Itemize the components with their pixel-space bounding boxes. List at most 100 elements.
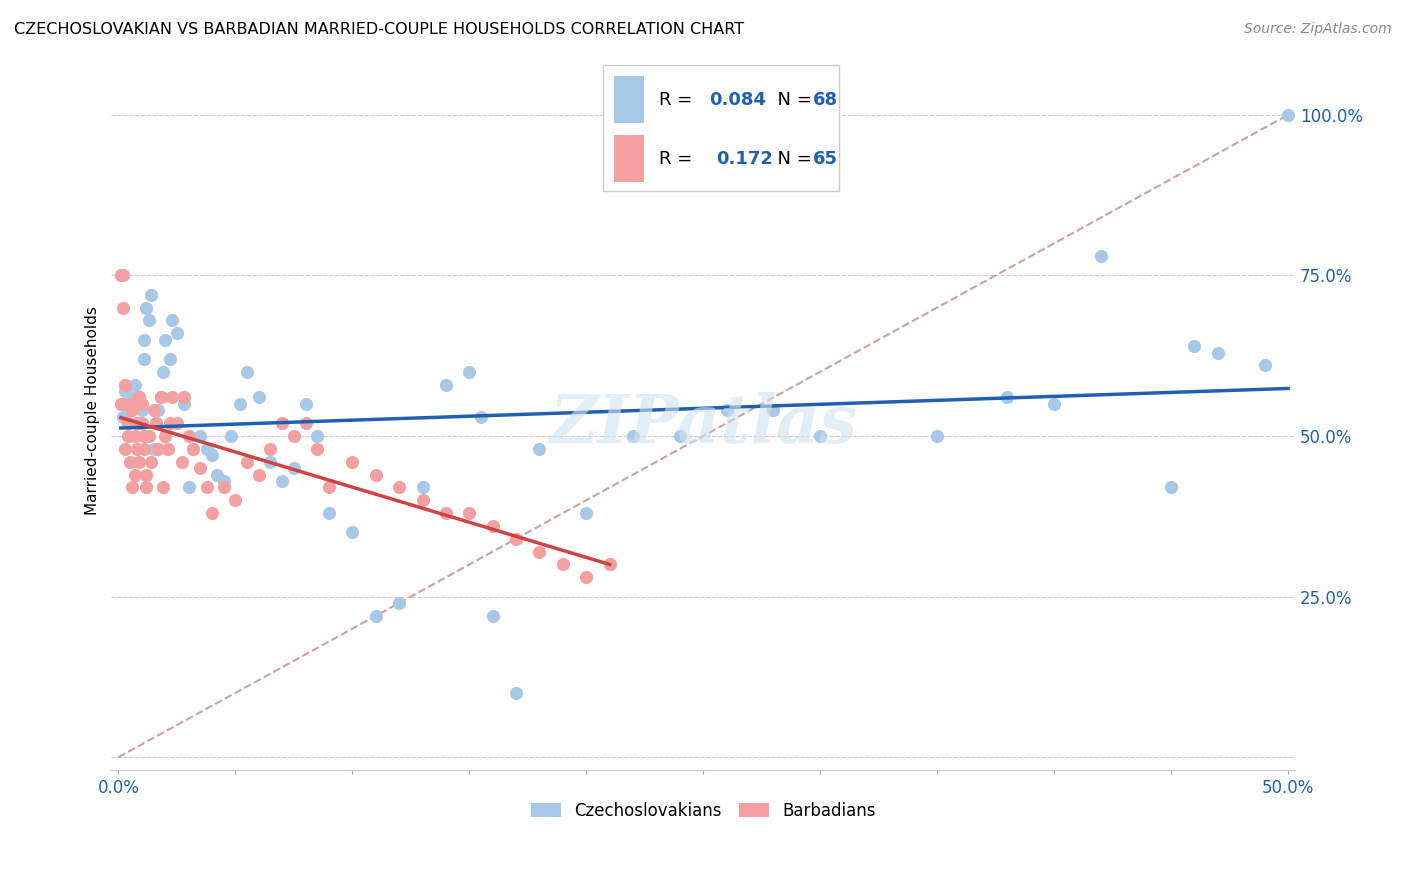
- Point: [201, 448, 224, 462]
- Text: 68: 68: [813, 91, 838, 109]
- Point: [170, 455, 193, 469]
- Point: [212, 480, 235, 494]
- Point: [134, 351, 156, 366]
- Text: CZECHOSLOVAKIAN VS BARBADIAN MARRIED-COUPLE HOUSEHOLDS CORRELATION CHART: CZECHOSLOVAKIAN VS BARBADIAN MARRIED-COU…: [14, 22, 744, 37]
- Point: [142, 403, 165, 417]
- Point: [128, 391, 150, 405]
- Point: [177, 429, 200, 443]
- Point: [529, 442, 551, 456]
- Point: [131, 397, 153, 411]
- Point: [529, 544, 551, 558]
- Point: [201, 506, 224, 520]
- Point: [120, 403, 142, 417]
- Point: [131, 416, 153, 430]
- Point: [114, 384, 136, 398]
- Point: [156, 442, 179, 456]
- Point: [135, 301, 157, 315]
- Point: [148, 442, 170, 456]
- Point: [166, 326, 188, 341]
- Point: [259, 455, 281, 469]
- Point: [112, 301, 135, 315]
- Point: [1277, 108, 1299, 122]
- Point: [112, 409, 135, 424]
- Point: [551, 558, 574, 572]
- Point: [762, 403, 785, 417]
- Point: [127, 416, 149, 430]
- Point: [470, 409, 492, 424]
- Text: ZIPatlas: ZIPatlas: [550, 392, 858, 458]
- Point: [160, 313, 183, 327]
- Point: [458, 506, 481, 520]
- Point: [307, 429, 329, 443]
- Point: [195, 442, 218, 456]
- Point: [205, 467, 228, 482]
- Point: [188, 461, 211, 475]
- Point: [283, 461, 305, 475]
- Point: [621, 429, 644, 443]
- Y-axis label: Married-couple Households: Married-couple Households: [86, 306, 100, 515]
- Point: [505, 532, 527, 546]
- Point: [134, 442, 156, 456]
- Point: [318, 480, 340, 494]
- Text: Source: ZipAtlas.com: Source: ZipAtlas.com: [1244, 22, 1392, 37]
- Point: [138, 313, 160, 327]
- Point: [121, 403, 143, 417]
- Point: [808, 429, 831, 443]
- Point: [434, 377, 457, 392]
- Point: [127, 442, 149, 456]
- Point: [120, 455, 142, 469]
- Point: [434, 506, 457, 520]
- Point: [599, 558, 621, 572]
- Text: R =: R =: [659, 150, 704, 168]
- Point: [134, 429, 156, 443]
- Point: [283, 429, 305, 443]
- Text: N =: N =: [766, 150, 817, 168]
- Point: [152, 365, 174, 379]
- Point: [505, 686, 527, 700]
- Point: [236, 365, 259, 379]
- Point: [135, 467, 157, 482]
- Point: [247, 467, 270, 482]
- Point: [181, 442, 204, 456]
- Point: [159, 351, 181, 366]
- Point: [318, 506, 340, 520]
- Point: [229, 397, 252, 411]
- Point: [1043, 397, 1066, 411]
- Point: [1253, 359, 1275, 373]
- Point: [128, 455, 150, 469]
- Point: [148, 403, 170, 417]
- Point: [142, 442, 165, 456]
- Point: [124, 429, 146, 443]
- Point: [364, 467, 387, 482]
- Point: [388, 596, 411, 610]
- Point: [247, 391, 270, 405]
- Point: [173, 391, 195, 405]
- Point: [135, 480, 157, 494]
- Point: [114, 377, 136, 392]
- Point: [1160, 480, 1182, 494]
- Point: [117, 416, 139, 430]
- Text: 65: 65: [813, 150, 838, 168]
- Text: 0.172: 0.172: [716, 150, 773, 168]
- Bar: [614, 136, 644, 182]
- Point: [141, 455, 163, 469]
- Point: [134, 333, 156, 347]
- Point: [145, 416, 167, 430]
- Point: [1206, 345, 1229, 359]
- Point: [481, 608, 503, 623]
- Point: [716, 403, 738, 417]
- Point: [149, 391, 172, 405]
- Point: [294, 397, 316, 411]
- Point: [117, 429, 139, 443]
- Point: [995, 391, 1018, 405]
- Point: [159, 416, 181, 430]
- Point: [110, 268, 132, 283]
- Point: [342, 455, 364, 469]
- Point: [160, 391, 183, 405]
- Point: [575, 506, 598, 520]
- Point: [117, 416, 139, 430]
- Point: [236, 455, 259, 469]
- Point: [112, 268, 135, 283]
- Point: [188, 429, 211, 443]
- Point: [224, 493, 246, 508]
